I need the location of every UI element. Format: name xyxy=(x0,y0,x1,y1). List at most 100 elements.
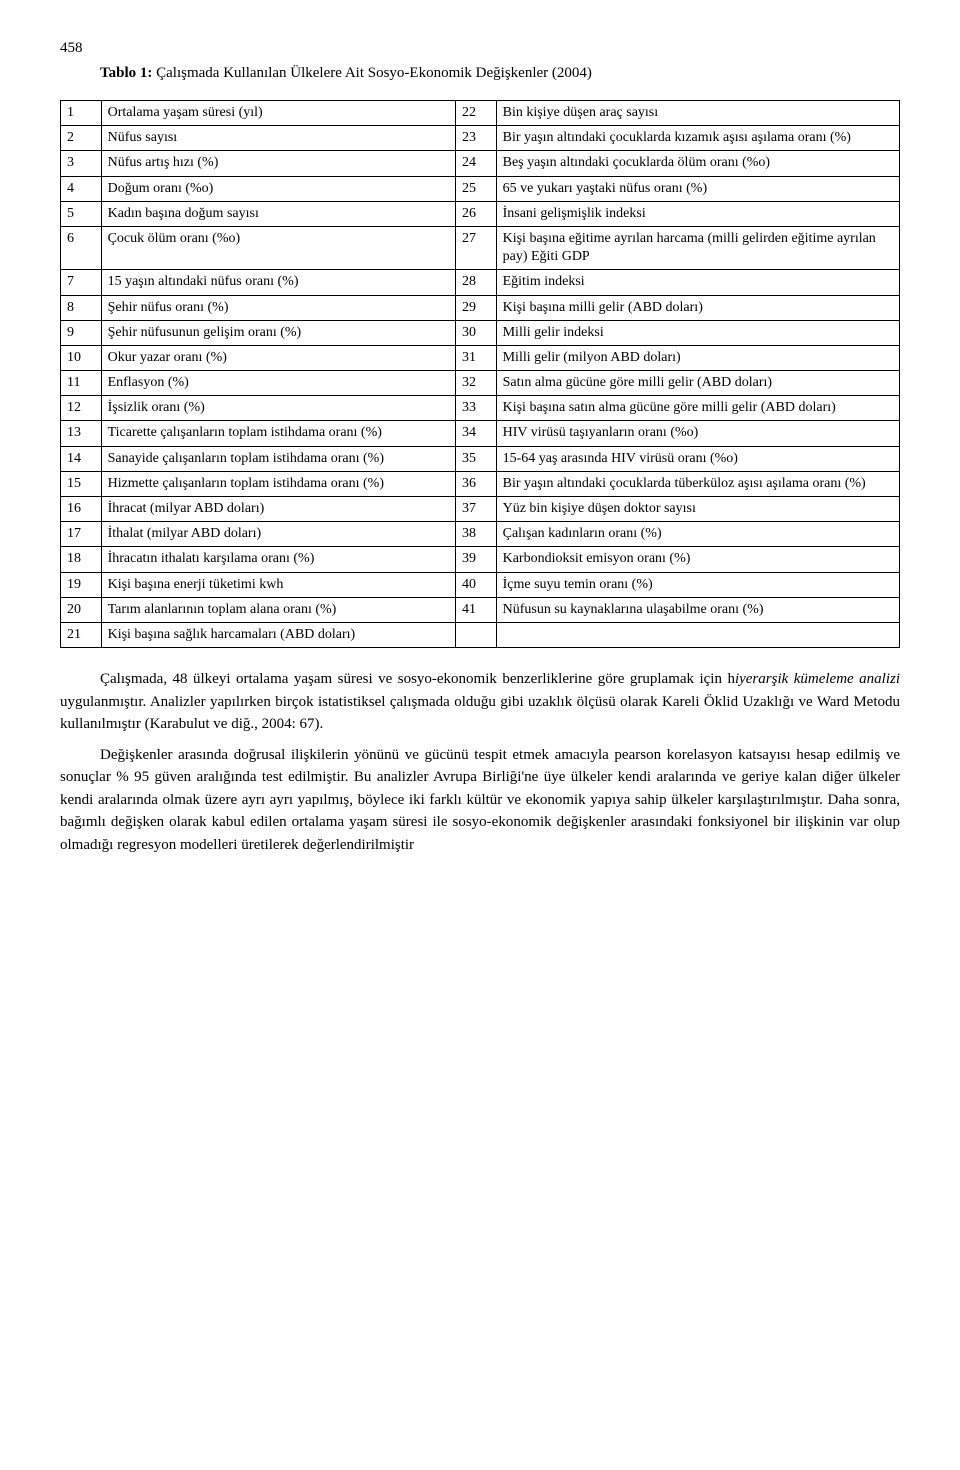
paragraph-2: Değişkenler arasında doğrusal ilişkileri… xyxy=(60,744,900,857)
table-row: 15Hizmette çalışanların toplam istihdama… xyxy=(61,471,900,496)
row-right-text: Kişi başına eğitime ayrılan harcama (mil… xyxy=(496,226,899,269)
row-left-text: Ortalama yaşam süresi (yıl) xyxy=(101,101,455,126)
row-right-number: 39 xyxy=(456,547,497,572)
row-left-number: 9 xyxy=(61,320,102,345)
row-left-number: 12 xyxy=(61,396,102,421)
row-right-text: Beş yaşın altındaki çocuklarda ölüm oran… xyxy=(496,151,899,176)
row-left-number: 20 xyxy=(61,597,102,622)
row-left-number: 6 xyxy=(61,226,102,269)
row-right-text: İçme suyu temin oranı (%) xyxy=(496,572,899,597)
row-right-number: 31 xyxy=(456,345,497,370)
row-right-number: 24 xyxy=(456,151,497,176)
row-left-text: Nüfus sayısı xyxy=(101,126,455,151)
row-left-number: 4 xyxy=(61,176,102,201)
row-left-number: 7 xyxy=(61,270,102,295)
table-row: 9Şehir nüfusunun gelişim oranı (%)30Mill… xyxy=(61,320,900,345)
row-right-number: 26 xyxy=(456,201,497,226)
row-right-number: 37 xyxy=(456,497,497,522)
table-row: 16İhracat (milyar ABD doları)37Yüz bin k… xyxy=(61,497,900,522)
table-row: 8Şehir nüfus oranı (%)29Kişi başına mill… xyxy=(61,295,900,320)
para1-italic: iyerarşik kümeleme analizi xyxy=(735,671,900,687)
table-row: 11Enflasyon (%)32Satın alma gücüne göre … xyxy=(61,371,900,396)
row-right-text: Bir yaşın altındaki çocuklarda kızamık a… xyxy=(496,126,899,151)
row-right-number: 33 xyxy=(456,396,497,421)
row-left-text: Okur yazar oranı (%) xyxy=(101,345,455,370)
variables-table: 1Ortalama yaşam süresi (yıl)22Bin kişiye… xyxy=(60,100,900,648)
table-caption-label: Tablo 1: xyxy=(100,65,152,81)
row-left-text: Tarım alanlarının toplam alana oranı (%) xyxy=(101,597,455,622)
row-right-number: 23 xyxy=(456,126,497,151)
row-left-text: Enflasyon (%) xyxy=(101,371,455,396)
row-right-text: Satın alma gücüne göre milli gelir (ABD … xyxy=(496,371,899,396)
row-left-text: Kadın başına doğum sayısı xyxy=(101,201,455,226)
row-right-number: 29 xyxy=(456,295,497,320)
row-left-number: 17 xyxy=(61,522,102,547)
table-row: 3Nüfus artış hızı (%)24Beş yaşın altında… xyxy=(61,151,900,176)
row-right-text xyxy=(496,622,899,647)
row-left-number: 13 xyxy=(61,421,102,446)
row-right-number: 27 xyxy=(456,226,497,269)
row-left-text: Çocuk ölüm oranı (%o) xyxy=(101,226,455,269)
table-row: 21Kişi başına sağlık harcamaları (ABD do… xyxy=(61,622,900,647)
row-left-text: Şehir nüfusunun gelişim oranı (%) xyxy=(101,320,455,345)
row-right-text: 65 ve yukarı yaştaki nüfus oranı (%) xyxy=(496,176,899,201)
table-row: 715 yaşın altındaki nüfus oranı (%)28Eği… xyxy=(61,270,900,295)
row-right-text: Milli gelir (milyon ABD doları) xyxy=(496,345,899,370)
table-row: 17İthalat (milyar ABD doları)38Çalışan k… xyxy=(61,522,900,547)
table-row: 14Sanayide çalışanların toplam istihdama… xyxy=(61,446,900,471)
row-right-text: Bin kişiye düşen araç sayısı xyxy=(496,101,899,126)
row-left-text: Hizmette çalışanların toplam istihdama o… xyxy=(101,471,455,496)
row-left-text: Ticarette çalışanların toplam istihdama … xyxy=(101,421,455,446)
row-left-number: 18 xyxy=(61,547,102,572)
para1-part-b: uygulanmıştır. Analizler yapılırken birç… xyxy=(60,694,900,733)
row-left-text: İthalat (milyar ABD doları) xyxy=(101,522,455,547)
row-left-text: İhracatın ithalatı karşılama oranı (%) xyxy=(101,547,455,572)
row-right-text: Kişi başına milli gelir (ABD doları) xyxy=(496,295,899,320)
row-right-text: Yüz bin kişiye düşen doktor sayısı xyxy=(496,497,899,522)
row-left-text: Kişi başına sağlık harcamaları (ABD dola… xyxy=(101,622,455,647)
row-right-number xyxy=(456,622,497,647)
row-right-number: 22 xyxy=(456,101,497,126)
row-right-number: 32 xyxy=(456,371,497,396)
row-right-text: HIV virüsü taşıyanların oranı (%o) xyxy=(496,421,899,446)
row-left-number: 16 xyxy=(61,497,102,522)
row-left-text: 15 yaşın altındaki nüfus oranı (%) xyxy=(101,270,455,295)
row-right-text: Karbondioksit emisyon oranı (%) xyxy=(496,547,899,572)
row-right-number: 41 xyxy=(456,597,497,622)
row-left-text: Nüfus artış hızı (%) xyxy=(101,151,455,176)
table-row: 13Ticarette çalışanların toplam istihdam… xyxy=(61,421,900,446)
row-left-number: 3 xyxy=(61,151,102,176)
row-right-number: 35 xyxy=(456,446,497,471)
row-left-number: 14 xyxy=(61,446,102,471)
row-right-number: 34 xyxy=(456,421,497,446)
row-left-number: 1 xyxy=(61,101,102,126)
row-left-text: Şehir nüfus oranı (%) xyxy=(101,295,455,320)
table-caption-text: Çalışmada Kullanılan Ülkelere Ait Sosyo-… xyxy=(152,65,592,81)
row-right-number: 28 xyxy=(456,270,497,295)
row-right-text: Eğitim indeksi xyxy=(496,270,899,295)
row-left-number: 8 xyxy=(61,295,102,320)
row-right-text: Bir yaşın altındaki çocuklarda tüberkülo… xyxy=(496,471,899,496)
table-row: 12İşsizlik oranı (%)33Kişi başına satın … xyxy=(61,396,900,421)
row-left-text: Sanayide çalışanların toplam istihdama o… xyxy=(101,446,455,471)
row-left-number: 11 xyxy=(61,371,102,396)
row-left-number: 21 xyxy=(61,622,102,647)
row-left-text: Doğum oranı (%o) xyxy=(101,176,455,201)
table-row: 19Kişi başına enerji tüketimi kwh40İçme … xyxy=(61,572,900,597)
row-left-number: 5 xyxy=(61,201,102,226)
table-row: 5Kadın başına doğum sayısı26İnsani geliş… xyxy=(61,201,900,226)
row-right-text: İnsani gelişmişlik indeksi xyxy=(496,201,899,226)
row-right-number: 30 xyxy=(456,320,497,345)
row-right-text: Nüfusun su kaynaklarına ulaşabilme oranı… xyxy=(496,597,899,622)
table-row: 10Okur yazar oranı (%)31Milli gelir (mil… xyxy=(61,345,900,370)
row-left-number: 15 xyxy=(61,471,102,496)
row-left-number: 19 xyxy=(61,572,102,597)
row-right-text: Milli gelir indeksi xyxy=(496,320,899,345)
row-left-number: 2 xyxy=(61,126,102,151)
row-left-text: İşsizlik oranı (%) xyxy=(101,396,455,421)
table-row: 18İhracatın ithalatı karşılama oranı (%)… xyxy=(61,547,900,572)
row-right-text: 15-64 yaş arasında HIV virüsü oranı (%o) xyxy=(496,446,899,471)
para1-part-a: Çalışmada, 48 ülkeyi ortalama yaşam süre… xyxy=(100,671,735,687)
row-right-number: 36 xyxy=(456,471,497,496)
table-row: 2Nüfus sayısı23Bir yaşın altındaki çocuk… xyxy=(61,126,900,151)
